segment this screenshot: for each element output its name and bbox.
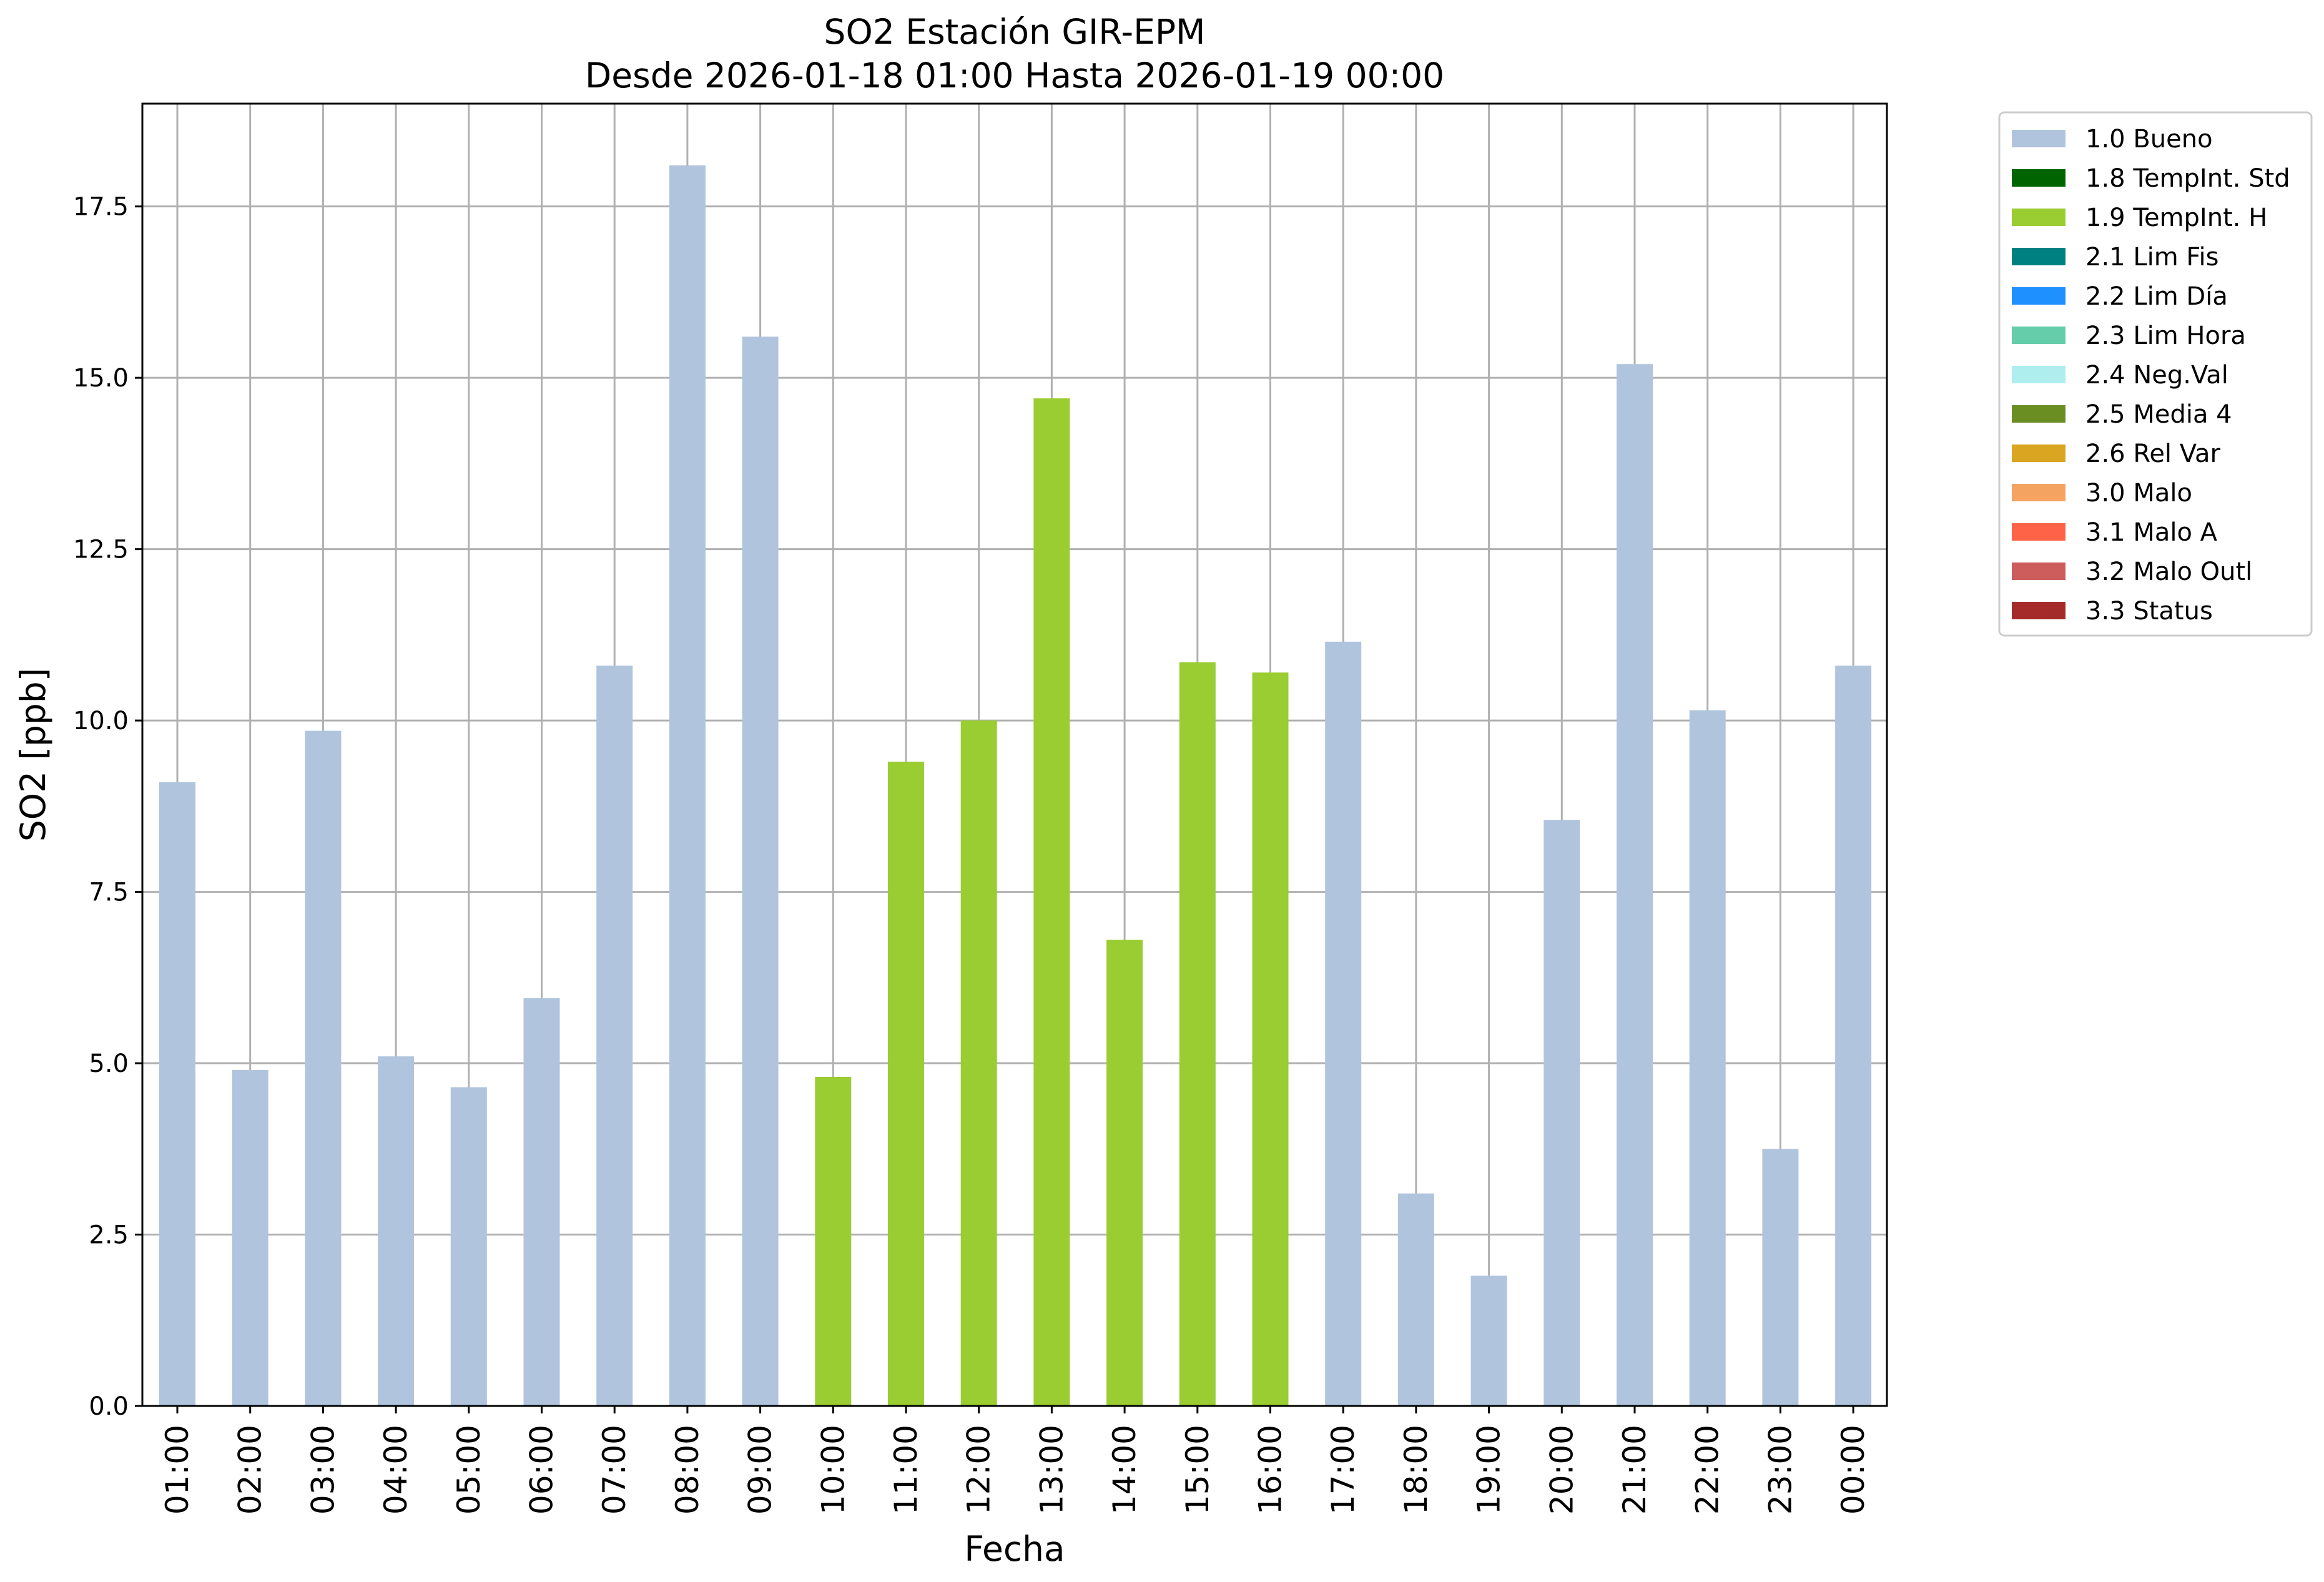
x-tick-label: 03:00 bbox=[305, 1425, 341, 1515]
x-tick-label: 10:00 bbox=[815, 1425, 851, 1515]
y-tick-label: 15.0 bbox=[73, 364, 129, 393]
legend-label: 2.5 Media 4 bbox=[2085, 400, 2232, 429]
legend-swatch bbox=[2012, 209, 2066, 226]
y-tick-label: 5.0 bbox=[89, 1049, 129, 1078]
x-tick-label: 11:00 bbox=[888, 1425, 924, 1515]
legend: 1.0 Bueno 1.8 TempInt. Std 1.9 TempInt. H 2… bbox=[1998, 111, 2313, 637]
legend-swatch bbox=[2012, 327, 2066, 344]
legend-swatch bbox=[2012, 523, 2066, 541]
x-tick-label: 01:00 bbox=[159, 1425, 195, 1515]
bar-1400 bbox=[1106, 940, 1143, 1406]
x-tick-label: 05:00 bbox=[451, 1425, 487, 1515]
bar-0900 bbox=[742, 337, 779, 1407]
y-tick-label: 0.0 bbox=[89, 1392, 129, 1421]
x-tick-label: 09:00 bbox=[742, 1425, 779, 1515]
legend-swatch bbox=[2012, 405, 2066, 423]
legend-label: 2.1 Lim Fis bbox=[2085, 243, 2218, 272]
x-tick-label: 16:00 bbox=[1253, 1425, 1289, 1515]
y-tick-label: 12.5 bbox=[73, 536, 129, 564]
bar-0300 bbox=[305, 730, 342, 1406]
legend-swatch bbox=[2012, 130, 2066, 147]
y-axis-ticks: 0.0 2.5 5.0 7.5 10.0 12.5 15.0 17.5 bbox=[73, 193, 142, 1421]
bar-0100 bbox=[159, 782, 195, 1406]
bar-1700 bbox=[1325, 641, 1362, 1406]
x-tick-label: 21:00 bbox=[1617, 1425, 1653, 1515]
x-tick-label: 12:00 bbox=[961, 1425, 997, 1515]
legend-swatch bbox=[2012, 484, 2066, 501]
bar-2000 bbox=[1544, 820, 1580, 1406]
x-tick-label: 15:00 bbox=[1179, 1425, 1216, 1515]
x-tick-label: 08:00 bbox=[669, 1425, 706, 1515]
legend-swatch bbox=[2012, 445, 2066, 462]
x-tick-label: 20:00 bbox=[1544, 1425, 1580, 1515]
legend-swatch bbox=[2012, 287, 2066, 305]
bar-0600 bbox=[523, 998, 560, 1406]
y-axis-label: SO2 [ppb] bbox=[13, 668, 53, 842]
x-axis-label: Fecha bbox=[964, 1529, 1065, 1569]
plot-frame bbox=[141, 102, 1888, 1407]
x-tick-label: 17:00 bbox=[1325, 1425, 1361, 1515]
legend-label: 2.3 Lim Hora bbox=[2085, 322, 2246, 350]
legend-label: 1.9 TempInt. H bbox=[2085, 204, 2267, 232]
x-tick-label: 07:00 bbox=[596, 1425, 633, 1515]
bar-1800 bbox=[1397, 1193, 1434, 1406]
legend-swatch bbox=[2012, 563, 2066, 580]
legend-label: 2.2 Lim Día bbox=[2085, 282, 2228, 311]
legend-label: 3.0 Malo bbox=[2085, 479, 2192, 508]
x-tick-label: 13:00 bbox=[1033, 1425, 1070, 1515]
legend-label: 1.0 Bueno bbox=[2085, 125, 2213, 154]
legend-label: 2.4 Neg.Val bbox=[2085, 361, 2228, 390]
bar-0200 bbox=[232, 1070, 268, 1406]
bar-1600 bbox=[1252, 672, 1289, 1406]
bar-2300 bbox=[1762, 1149, 1799, 1406]
bar-0500 bbox=[450, 1087, 487, 1406]
chart-subtitle: Desde 2026-01-18 01:00 Hasta 2026-01-19 … bbox=[585, 56, 1444, 96]
legend-label: 2.6 Rel Var bbox=[2085, 440, 2221, 468]
x-tick-label: 06:00 bbox=[524, 1425, 560, 1515]
bar-1200 bbox=[960, 720, 997, 1406]
bar-1500 bbox=[1179, 662, 1216, 1406]
legend-label: 1.8 TempInt. Std bbox=[2085, 164, 2290, 193]
bar-1000 bbox=[815, 1077, 852, 1406]
bar-2200 bbox=[1689, 710, 1726, 1406]
legend-swatch bbox=[2012, 366, 2066, 383]
bar-0400 bbox=[378, 1056, 415, 1406]
legend-frame bbox=[1998, 111, 2313, 637]
x-tick-label: 04:00 bbox=[378, 1425, 414, 1515]
legend-swatch bbox=[2012, 169, 2066, 187]
legend-swatch bbox=[2012, 248, 2066, 265]
bar-0700 bbox=[596, 666, 633, 1406]
x-tick-label: 23:00 bbox=[1762, 1425, 1798, 1515]
y-tick-label: 17.5 bbox=[73, 193, 129, 222]
x-tick-label: 18:00 bbox=[1398, 1425, 1434, 1515]
chart-title: SO2 Estación GIR-EPM bbox=[824, 12, 1206, 52]
bars bbox=[159, 165, 1872, 1407]
x-tick-label: 02:00 bbox=[232, 1425, 268, 1515]
legend-label: 3.3 Status bbox=[2085, 597, 2213, 626]
y-tick-label: 10.0 bbox=[73, 707, 129, 735]
bar-0000 bbox=[1835, 666, 1872, 1406]
bar-1900 bbox=[1470, 1275, 1507, 1406]
y-tick-label: 2.5 bbox=[89, 1221, 129, 1250]
x-axis-ticks: 01:00 02:00 03:00 04:00 05:00 06:00 07:00 08:00… bbox=[159, 1406, 1871, 1515]
x-tick-label: 00:00 bbox=[1835, 1425, 1871, 1515]
bar-0800 bbox=[669, 165, 706, 1406]
bar-1100 bbox=[888, 761, 924, 1406]
bar-2100 bbox=[1617, 364, 1653, 1407]
y-tick-label: 7.5 bbox=[89, 878, 129, 907]
legend-label: 3.1 Malo A bbox=[2085, 518, 2218, 547]
x-tick-label: 19:00 bbox=[1471, 1425, 1507, 1515]
legend-swatch bbox=[2012, 602, 2066, 619]
legend-label: 3.2 Malo Outl bbox=[2085, 558, 2252, 586]
bar-1300 bbox=[1033, 398, 1070, 1406]
x-tick-label: 14:00 bbox=[1106, 1425, 1143, 1515]
x-tick-label: 22:00 bbox=[1690, 1425, 1726, 1515]
